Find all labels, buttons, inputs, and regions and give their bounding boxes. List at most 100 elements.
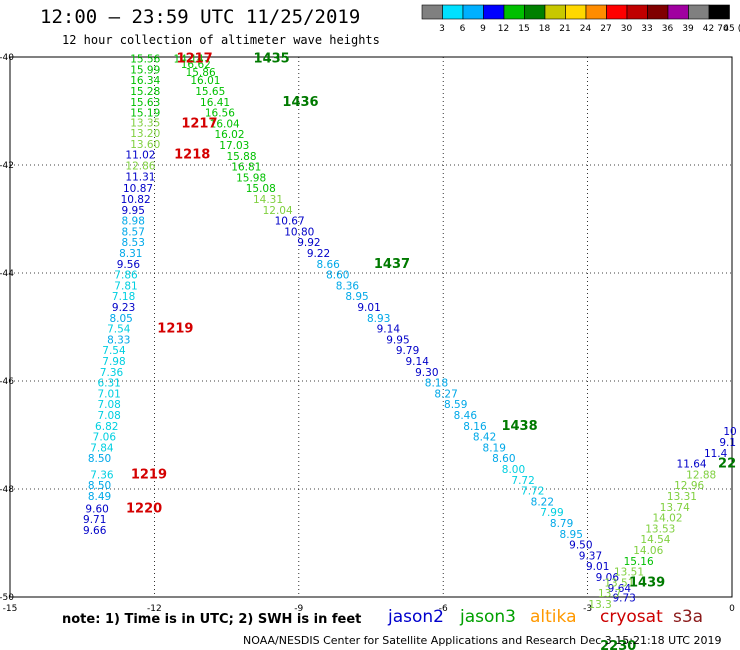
color-swatch bbox=[667, 4, 689, 20]
color-swatch bbox=[442, 4, 464, 20]
color-swatch bbox=[544, 4, 566, 20]
wave-height-point: 13.60 bbox=[130, 139, 160, 151]
wave-height-point: 15.86 bbox=[186, 67, 216, 79]
wave-height-point: 17.03 bbox=[219, 140, 249, 152]
color-swatch bbox=[626, 4, 648, 20]
color-scale-label: 24 bbox=[580, 24, 592, 34]
time-label: 1219 bbox=[157, 322, 193, 337]
wave-height-point: 15.98 bbox=[236, 172, 266, 184]
wave-height-point: 8.27 bbox=[434, 388, 457, 400]
wave-height-point: 10.87 bbox=[123, 183, 153, 195]
color-scale-label: 18 bbox=[539, 24, 551, 34]
wave-height-point: 16.04 bbox=[210, 118, 240, 130]
wave-height-point: 12.86 bbox=[125, 161, 155, 173]
wave-height-point: 9.30 bbox=[415, 367, 438, 379]
color-scale-label: 9 bbox=[480, 24, 486, 34]
color-swatch bbox=[606, 4, 628, 20]
wave-height-point: 15.88 bbox=[226, 151, 256, 163]
wave-height-point: 8.05 bbox=[109, 313, 132, 325]
wave-height-point: 9.79 bbox=[396, 345, 419, 357]
wave-height-point: 7.86 bbox=[114, 270, 138, 282]
time-label: 1220 bbox=[126, 501, 162, 516]
wave-height-point: 14.02 bbox=[652, 513, 682, 525]
wave-height-point: 8.59 bbox=[444, 399, 467, 411]
color-swatch bbox=[483, 4, 505, 20]
wave-height-point: 6.31 bbox=[97, 378, 120, 390]
time-label: 1436 bbox=[282, 95, 318, 110]
wave-height-point: 7.36 bbox=[90, 469, 114, 481]
color-scale-label: (ft) bbox=[738, 24, 740, 34]
wave-height-point: 7.81 bbox=[114, 280, 137, 292]
wave-height-point: 9.64 bbox=[608, 583, 632, 595]
legend-s3a: s3a bbox=[673, 607, 704, 627]
chart-title: 12:00 — 23:59 UTC 11/25/2019 bbox=[40, 6, 361, 28]
wave-height-point: 13.35 bbox=[130, 117, 160, 129]
wave-height-point: 8.00 bbox=[502, 464, 525, 476]
wave-height-point: 15.56 bbox=[130, 54, 160, 66]
wave-height-point: 10.80 bbox=[284, 226, 314, 238]
wave-height-point: 12.96 bbox=[674, 480, 704, 492]
wave-height-point: 13.74 bbox=[660, 502, 690, 514]
time-label: 1435 bbox=[254, 52, 290, 67]
wave-height-point: 16.81 bbox=[231, 162, 261, 174]
color-scale-label: 36 bbox=[662, 24, 674, 34]
color-scale-label: 45 bbox=[723, 24, 734, 34]
wave-height-point: 13.51 bbox=[614, 567, 644, 579]
wave-height-point: 6.82 bbox=[95, 421, 118, 433]
wave-height-point: 16.02 bbox=[214, 129, 244, 141]
time-label: 1439 bbox=[629, 575, 665, 590]
color-scale-label: 27 bbox=[600, 24, 611, 34]
wave-height-point: 8.60 bbox=[492, 453, 515, 465]
color-scale-label: 21 bbox=[559, 24, 570, 34]
data-points: 15.5615.9916.3415.2815.6315.1913.3513.20… bbox=[83, 54, 737, 611]
color-swatch bbox=[503, 4, 525, 20]
wave-height-point: 13.3 bbox=[588, 599, 611, 611]
generated-date: Dec 3 15:21:18 UTC 2019 bbox=[580, 634, 722, 647]
wave-height-point: 8.36 bbox=[336, 280, 360, 292]
color-swatch bbox=[708, 4, 730, 20]
wave-height-point: 9.66 bbox=[83, 525, 107, 537]
legend-jason2: jason2 bbox=[388, 607, 444, 627]
wave-height-point: 11.31 bbox=[125, 171, 155, 183]
wave-height-point: 8.93 bbox=[367, 313, 390, 325]
wave-height-point: 13.20 bbox=[130, 128, 160, 140]
time-labels: 1217 1435 1436 1217 1218 1437 1219 1438 1219 1220… bbox=[126, 52, 736, 650]
x-axis-ticks: -15 -12 -9 -6 -3 0 bbox=[3, 604, 735, 614]
wave-height-point: 15.16 bbox=[624, 556, 654, 568]
wave-height-point: 8.33 bbox=[107, 334, 130, 346]
wave-height-point: 9.92 bbox=[297, 237, 320, 249]
wave-height-point: 9.60 bbox=[85, 503, 108, 515]
wave-height-point: 15.08 bbox=[246, 183, 276, 195]
wave-height-point: 16.41 bbox=[200, 97, 230, 109]
wave-height-point: 15.99 bbox=[130, 64, 160, 76]
wave-height-point: 13.7 bbox=[598, 588, 621, 600]
wave-height-point: 8.98 bbox=[122, 216, 145, 228]
wave-height-point: 11.02 bbox=[125, 150, 155, 162]
wave-height-point: 16.01 bbox=[190, 75, 220, 87]
wave-height-point: 9.50 bbox=[569, 540, 592, 552]
wave-height-point: 8.46 bbox=[454, 410, 478, 422]
time-label: 2230 bbox=[600, 639, 636, 650]
wave-height-point: 13.31 bbox=[667, 491, 697, 503]
x-tick-label: 0 bbox=[729, 604, 735, 614]
y-tick-label: -46 bbox=[0, 377, 14, 387]
color-scale-label: 42 bbox=[703, 24, 714, 34]
wave-height-point: 13.51 bbox=[604, 577, 634, 589]
color-swatch bbox=[565, 4, 587, 20]
time-label: 1219 bbox=[131, 467, 167, 482]
y-tick-label: -48 bbox=[0, 485, 14, 495]
wave-height-point: 11.64 bbox=[677, 459, 707, 471]
wave-height-point: 16.62 bbox=[181, 59, 211, 71]
wave-height-point: 8.49 bbox=[88, 491, 111, 503]
grid-lines bbox=[9, 56, 733, 598]
time-label: 1217 bbox=[177, 52, 213, 67]
wave-height-point: 7.01 bbox=[97, 388, 120, 400]
color-swatch bbox=[524, 4, 546, 20]
wave-height-point: 9.14 bbox=[377, 324, 401, 336]
wave-height-point: 8.53 bbox=[122, 237, 145, 249]
time-label: 1218 bbox=[174, 148, 210, 163]
wave-height-point: 9.14 bbox=[406, 356, 430, 368]
color-swatch bbox=[462, 4, 484, 20]
chart-subtitle: 12 hour collection of altimeter wave hei… bbox=[62, 33, 380, 47]
